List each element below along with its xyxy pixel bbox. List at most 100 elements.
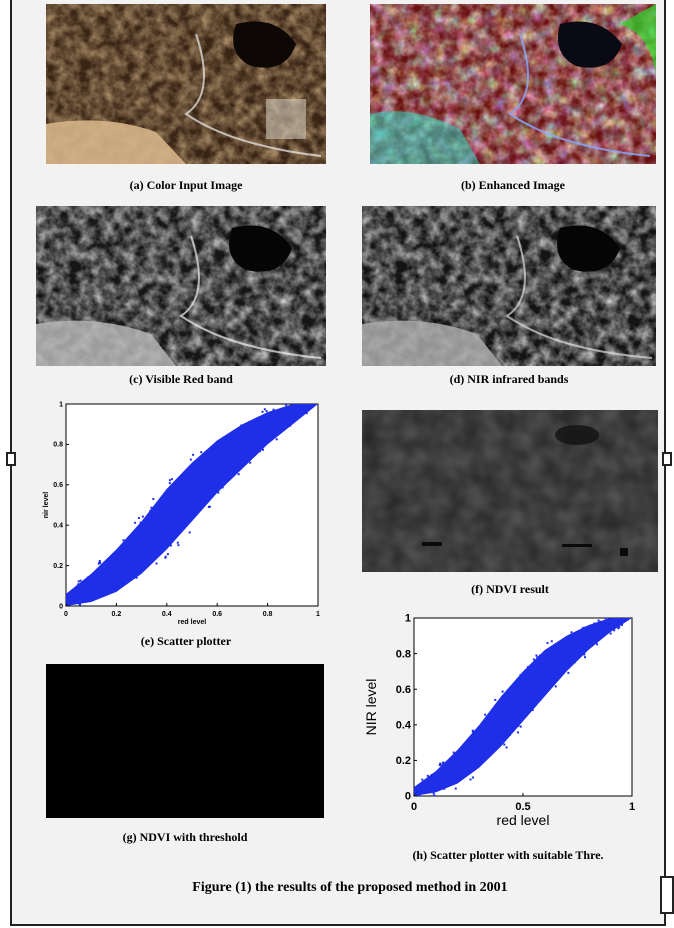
y-tick-label: 0.2 xyxy=(53,563,63,570)
scatter-point xyxy=(249,461,252,464)
scatter-point xyxy=(597,624,600,627)
scatter-point xyxy=(187,515,190,518)
scatter-point xyxy=(583,653,586,656)
scatter-point xyxy=(221,486,224,489)
scatter-point xyxy=(433,794,436,797)
scatter-point xyxy=(237,473,240,476)
scatter-point xyxy=(274,433,277,436)
scatter-point xyxy=(583,656,586,659)
scatter-point xyxy=(231,447,234,450)
scatter-point xyxy=(254,432,257,435)
scatter-point xyxy=(421,778,424,781)
scatter-point xyxy=(538,692,541,695)
scatter-point xyxy=(248,420,251,423)
scatter-point xyxy=(613,629,616,632)
scatter-point xyxy=(95,574,98,577)
scatter-point xyxy=(503,743,506,746)
scatter-point xyxy=(564,638,567,641)
scatter-point xyxy=(484,713,487,716)
y-tick-label: 0.8 xyxy=(396,648,411,660)
scatter-point xyxy=(570,631,573,634)
scatter-point xyxy=(163,524,166,527)
scatter-point xyxy=(617,620,620,623)
visible-red-band-image xyxy=(36,206,326,366)
scatter-point xyxy=(139,521,142,524)
scatter-point xyxy=(471,729,474,732)
enhanced-image xyxy=(370,4,656,164)
scatter-point xyxy=(168,482,171,485)
scatter-point xyxy=(103,589,106,592)
x-axis-label: red level xyxy=(178,619,206,626)
scatter-point xyxy=(137,516,140,519)
scatter-point xyxy=(567,635,570,638)
caption-e: (e) Scatter plotter xyxy=(140,634,232,648)
scatter-point xyxy=(538,654,541,657)
scatter-point xyxy=(205,488,208,491)
scatter-point xyxy=(307,406,310,409)
scatter-point xyxy=(544,671,547,674)
scatter-point xyxy=(469,778,472,781)
scatter-point xyxy=(167,501,170,504)
scatter-point xyxy=(109,581,112,584)
scatter-point xyxy=(605,627,608,630)
scatter-point xyxy=(98,560,101,563)
scatter-point xyxy=(168,479,171,482)
scatter-point xyxy=(271,417,274,420)
scatter-point xyxy=(299,410,302,413)
scatter-point xyxy=(98,561,101,564)
scatter-point xyxy=(123,549,126,552)
scatter-point xyxy=(258,450,261,453)
scatter-point xyxy=(530,675,533,678)
scatter-point xyxy=(192,453,195,456)
scatter-point xyxy=(452,751,455,754)
scatter-point xyxy=(239,433,242,436)
scatter-point xyxy=(497,725,500,728)
scatter-point xyxy=(429,785,432,788)
scatter-point xyxy=(620,623,623,626)
scatter-point xyxy=(454,760,457,763)
scatter-point xyxy=(141,554,144,557)
scatter-point xyxy=(623,617,626,620)
right-resize-handle[interactable] xyxy=(662,452,672,466)
color-input-image xyxy=(46,4,326,164)
scatter-point xyxy=(580,632,583,635)
nir-infrared-bands-image xyxy=(362,206,656,366)
scatter-point xyxy=(136,563,139,566)
scatter-point xyxy=(542,677,545,680)
scatter-point xyxy=(489,720,492,723)
scatter-point xyxy=(168,515,171,518)
scatter-point xyxy=(501,690,504,693)
scatter-point xyxy=(559,656,562,659)
scatter-point xyxy=(519,725,522,728)
scatter-point xyxy=(124,558,127,561)
scatter-point xyxy=(466,773,469,776)
scatter-point xyxy=(499,735,502,738)
scatter-point xyxy=(419,786,422,789)
scatter-point xyxy=(166,525,169,528)
scatter-point xyxy=(70,600,73,603)
scatter-point xyxy=(517,724,520,727)
scatter-point xyxy=(272,429,275,432)
scatter-point xyxy=(155,562,158,565)
y-axis-label: nir level xyxy=(43,492,50,519)
scatter-point xyxy=(173,520,176,523)
scatter-point xyxy=(623,619,626,622)
scatter-point xyxy=(152,498,155,501)
scatter-point xyxy=(553,678,556,681)
scatter-point xyxy=(438,763,441,766)
x-tick-label: 1 xyxy=(629,801,635,813)
scatter-point xyxy=(138,562,141,565)
scatter-point-cloud xyxy=(66,404,318,606)
scatter-point xyxy=(532,658,535,661)
x-tick-label: 0 xyxy=(64,611,68,618)
scatter-point xyxy=(141,567,144,570)
scatter-point xyxy=(610,619,613,622)
scatter-point xyxy=(122,539,125,542)
scatter-point xyxy=(449,776,452,779)
scatter-point xyxy=(457,756,460,759)
scatter-point xyxy=(597,619,600,622)
scatter-point xyxy=(218,467,221,470)
left-resize-handle[interactable] xyxy=(6,452,16,466)
x-axis-label: red level xyxy=(497,812,550,828)
scatter-point xyxy=(617,627,620,630)
